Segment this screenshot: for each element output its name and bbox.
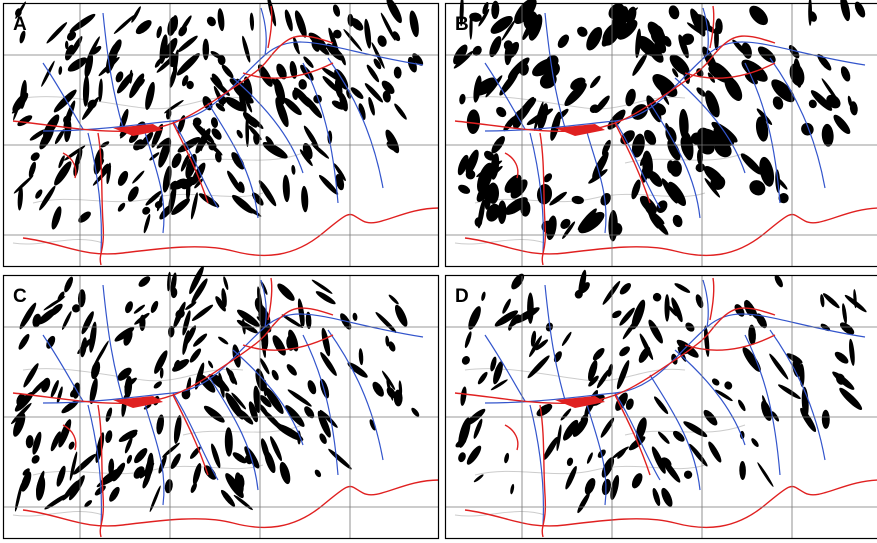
landslide-patch — [487, 183, 499, 204]
landslide-patch — [527, 293, 534, 324]
panel-label: D — [455, 286, 469, 307]
map-panel: D — [445, 269, 877, 539]
landslide-patch — [665, 294, 670, 322]
map-panel: C — [3, 265, 439, 539]
map-panel: A — [3, 0, 439, 267]
figure: A B C D — [0, 0, 877, 543]
panel-label: A — [13, 14, 27, 35]
panel-label: C — [13, 286, 27, 307]
landslide-patch — [203, 39, 210, 61]
panel-label: B — [455, 14, 469, 35]
landslide-patch — [714, 26, 719, 50]
map-panel: B — [445, 0, 877, 267]
